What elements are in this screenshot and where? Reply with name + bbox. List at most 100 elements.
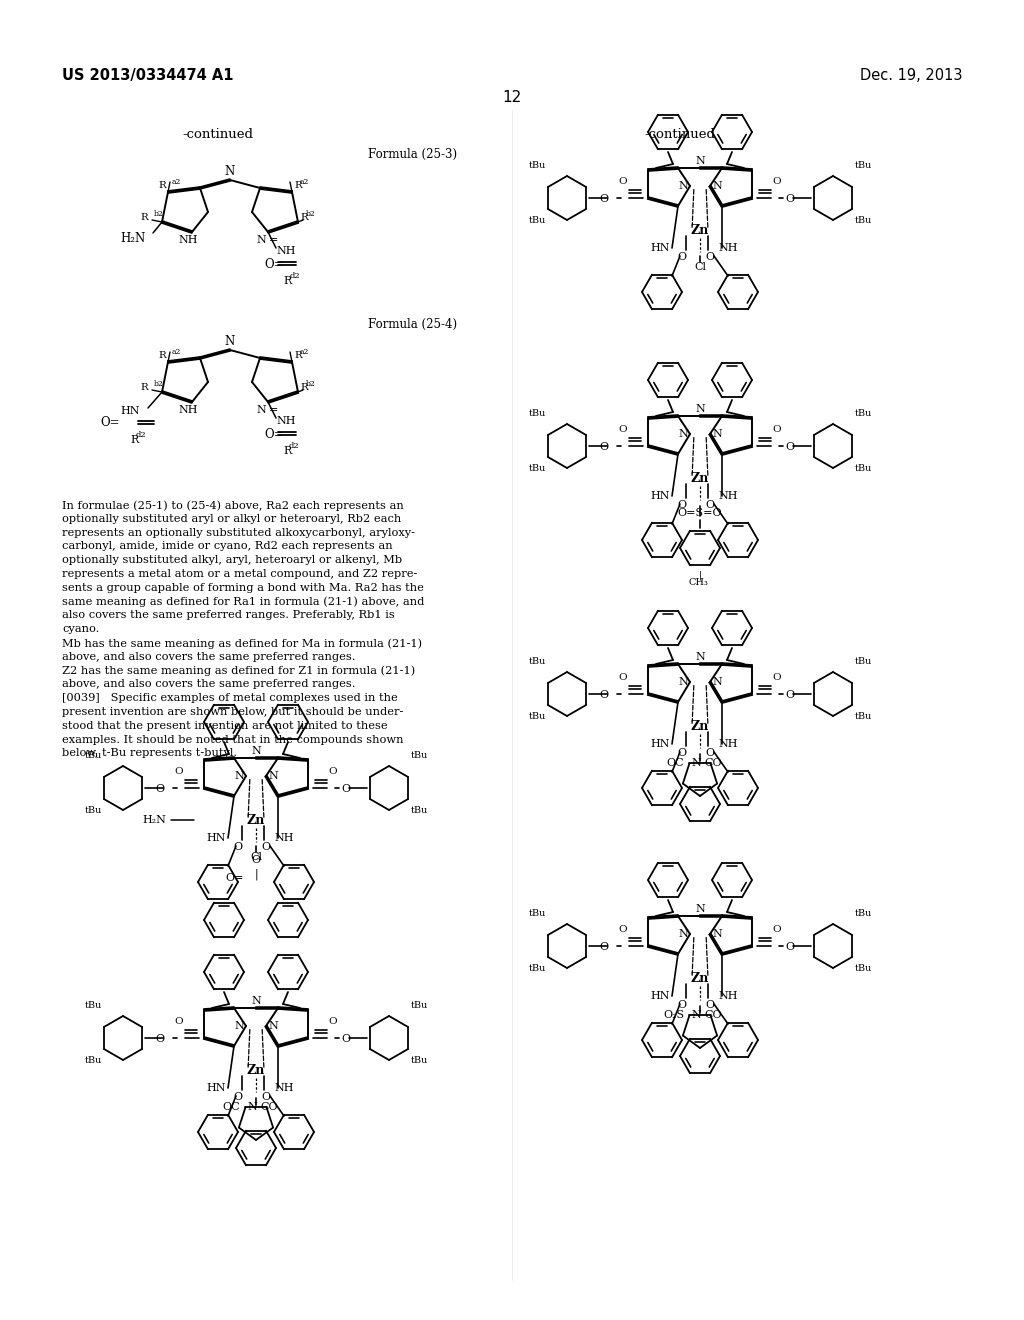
Text: tBu: tBu [854,465,871,473]
Text: HN: HN [650,243,670,253]
Text: NH: NH [718,243,737,253]
Text: NH: NH [718,991,737,1001]
Text: CO: CO [705,758,722,768]
Text: O: O [341,784,350,795]
Text: O: O [785,690,795,700]
Text: [0039]   Specific examples of metal complexes used in the: [0039] Specific examples of metal comple… [62,693,397,704]
Text: optionally substituted alkyl, aryl, heteroaryl or alkenyl, Mb: optionally substituted alkyl, aryl, hete… [62,556,402,565]
Text: O: O [341,1034,350,1044]
Text: N: N [712,929,722,939]
Text: O: O [600,194,609,205]
Text: tBu: tBu [528,909,546,917]
Text: CO: CO [705,1010,722,1020]
Text: tBu: tBu [528,964,546,973]
Text: N: N [251,746,261,756]
Text: Dec. 19, 2013: Dec. 19, 2013 [859,69,962,83]
Text: HN: HN [207,833,226,843]
Text: tBu: tBu [411,807,428,814]
Text: O=: O= [100,417,120,429]
Text: N: N [678,929,688,939]
Text: O: O [705,252,714,261]
Text: O: O [678,252,686,261]
Text: O=: O= [225,873,244,883]
Text: d2: d2 [136,432,146,440]
Text: NH: NH [718,739,737,748]
Text: O: O [175,767,183,776]
Text: Formula (25-4): Formula (25-4) [368,318,457,331]
Text: O: O [785,194,795,205]
Text: R: R [130,436,138,445]
Text: HN: HN [650,491,670,502]
Text: O: O [233,842,243,851]
Text: carbonyl, amide, imide or cyano, Rd2 each represents an: carbonyl, amide, imide or cyano, Rd2 eac… [62,541,392,552]
Text: a2: a2 [172,178,181,186]
Text: =: = [269,405,279,414]
Text: O: O [678,1001,686,1010]
Text: N: N [268,1020,278,1031]
Text: above, and also covers the same preferred ranges.: above, and also covers the same preferre… [62,680,355,689]
Text: represents an optionally substituted alkoxycarbonyl, aryloxy-: represents an optionally substituted alk… [62,528,415,537]
Text: N: N [678,677,688,686]
Text: R: R [159,181,166,190]
Text: N: N [695,652,705,663]
Text: O: O [329,767,337,776]
Text: O: O [618,925,628,935]
Text: Cl: Cl [250,851,262,862]
Text: N: N [256,405,266,414]
Text: O: O [233,1092,243,1102]
Text: examples. It should be noted that in the compounds shown: examples. It should be noted that in the… [62,735,403,744]
Text: R: R [294,351,302,360]
Text: N: N [695,156,705,166]
Text: O: O [252,855,260,865]
Text: US 2013/0334474 A1: US 2013/0334474 A1 [62,69,233,83]
Text: O: O [773,925,781,935]
Text: tBu: tBu [854,964,871,973]
Text: 12: 12 [503,90,521,106]
Text: O: O [785,442,795,451]
Text: optionally substituted aryl or alkyl or heteroaryl, Rb2 each: optionally substituted aryl or alkyl or … [62,513,401,524]
Text: N: N [695,404,705,414]
Text: Zn: Zn [691,471,710,484]
Text: b2: b2 [154,210,164,218]
Text: tBu: tBu [84,1056,101,1065]
Text: O: O [261,1092,270,1102]
Text: tBu: tBu [411,751,428,760]
Text: O: O [600,942,609,952]
Text: N: N [268,771,278,781]
Text: NH: NH [178,405,198,414]
Text: O=S=O: O=S=O [678,508,722,517]
Text: N: N [678,429,688,440]
Text: HN: HN [121,407,140,416]
Text: Zn: Zn [691,223,710,236]
Text: present invention are shown below, but it should be under-: present invention are shown below, but i… [62,708,403,717]
Text: N: N [712,429,722,440]
Text: -continued: -continued [182,128,254,141]
Text: R: R [159,351,166,360]
Text: HN: HN [207,1082,226,1093]
Text: O: O [600,442,609,451]
Text: d2: d2 [290,272,301,280]
Text: N: N [256,235,266,246]
Text: O: O [705,500,714,510]
Text: R: R [300,214,308,223]
Text: stood that the present invention are not limited to these: stood that the present invention are not… [62,721,388,731]
Text: H₂N: H₂N [121,231,146,244]
Text: tBu: tBu [854,216,871,224]
Text: below, t-Bu represents t-butyl.: below, t-Bu represents t-butyl. [62,748,238,759]
Text: same meaning as defined for Ra1 in formula (21-1) above, and: same meaning as defined for Ra1 in formu… [62,597,424,607]
Text: R: R [140,384,148,392]
Text: CO: CO [260,1102,278,1111]
Text: O: O [618,425,628,434]
Text: tBu: tBu [84,1001,101,1010]
Text: above, and also covers the same preferred ranges.: above, and also covers the same preferre… [62,652,355,661]
Text: NH: NH [178,235,198,246]
Text: CH₃: CH₃ [688,578,708,587]
Text: O: O [678,748,686,758]
Text: O: O [156,784,165,795]
Text: O: O [618,673,628,682]
Text: O=: O= [264,428,284,441]
Text: R: R [283,446,291,455]
Text: O: O [773,673,781,682]
Text: OC: OC [667,758,684,768]
Text: tBu: tBu [411,1056,428,1065]
